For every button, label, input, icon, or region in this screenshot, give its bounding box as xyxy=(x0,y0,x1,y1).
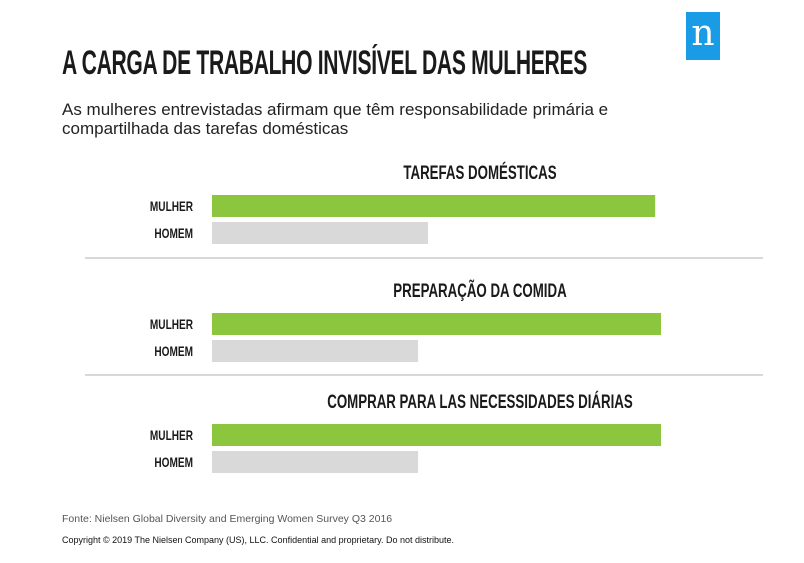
panel-title: TAREFAS DOMÉSTICAS xyxy=(403,162,556,184)
panel-title: PREPARAÇÃO DA COMIDA xyxy=(393,278,567,301)
source-note: Fonte: Nielsen Global Diversity and Emer… xyxy=(62,513,393,525)
category-label: HOMEM xyxy=(154,454,193,470)
bar-homem xyxy=(212,451,419,473)
nielsen-logo: n xyxy=(686,12,720,60)
bar-mulher xyxy=(212,424,661,446)
category-label: HOMEM xyxy=(154,343,193,359)
subtitle: As mulheres entrevistadas afirmam que tê… xyxy=(62,100,609,138)
bar-mulher xyxy=(212,313,661,335)
bar-homem xyxy=(212,222,428,244)
page-title: A CARGA DE TRABALHO INVISÍVEL DAS MULHER… xyxy=(62,44,587,82)
copyright-note: Copyright © 2019 The Nielsen Company (US… xyxy=(62,535,454,545)
category-label: MULHER xyxy=(150,427,193,443)
category-label: MULHER xyxy=(150,198,193,214)
category-label: HOMEM xyxy=(154,225,193,241)
bar-mulher xyxy=(212,195,656,217)
category-label: MULHER xyxy=(150,316,193,332)
bar-homem xyxy=(212,340,419,362)
panel-title: COMPRAR PARA LAS NECESSIDADES DIÁRIAS xyxy=(327,391,633,413)
